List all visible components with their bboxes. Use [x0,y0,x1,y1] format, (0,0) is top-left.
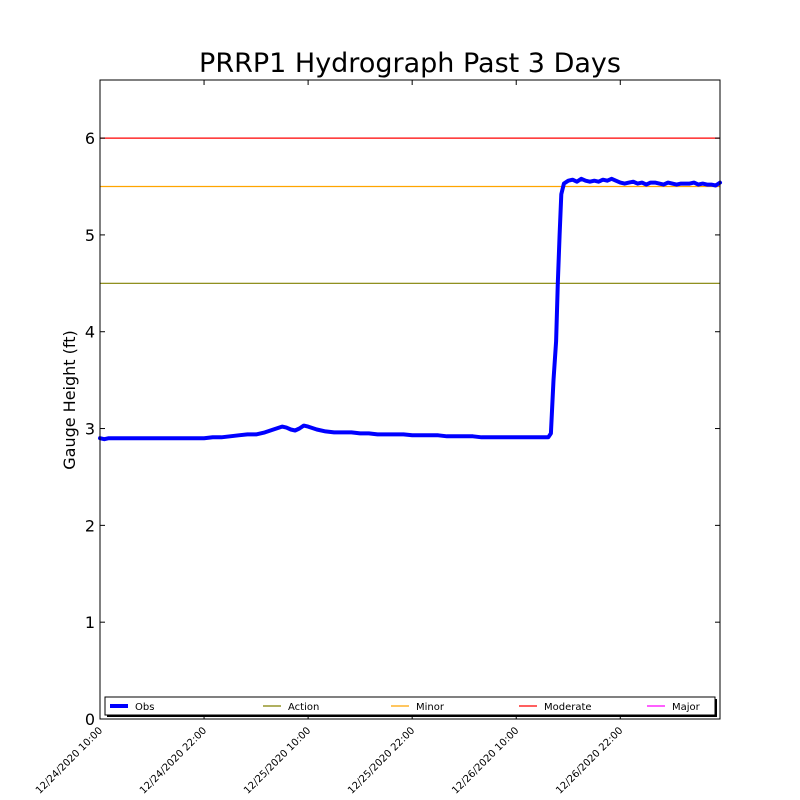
y-tick-label: 3 [85,420,95,439]
legend-label-moderate: Moderate [544,702,592,713]
y-tick-label: 0 [85,710,95,729]
plot-frame [99,79,721,720]
plot-area: 0 1 2 3 4 5 6 12/24/2020 10:00 12/24/2020 22:00 1… [34,79,722,797]
legend-label-major: Major [672,702,701,713]
y-tick-label: 4 [85,323,95,342]
y-tick-label: 2 [85,516,95,535]
legend-label-minor: Minor [416,702,445,713]
legend-label-action: Action [288,702,319,713]
x-tick-label: 12/25/2020 10:00 [242,725,313,796]
y-tick-label: 1 [85,613,95,632]
y-axis-label: Gauge Height (ft) [60,330,79,470]
y-tick-label: 5 [85,226,95,245]
series-line-obs [98,176,722,442]
x-tick-label: 12/24/2020 10:00 [34,725,105,796]
legend-label-obs: Obs [135,702,154,713]
x-tick-label: 12/25/2020 22:00 [346,725,417,796]
chart-title: PRRP1 Hydrograph Past 3 Days [199,48,621,79]
x-tick-label: 12/24/2020 22:00 [138,725,209,796]
x-tick-label: 12/26/2020 22:00 [554,725,625,796]
y-tick-label: 6 [85,129,95,148]
legend-box [104,696,716,716]
x-tick-label: 12/26/2020 10:00 [450,725,521,796]
